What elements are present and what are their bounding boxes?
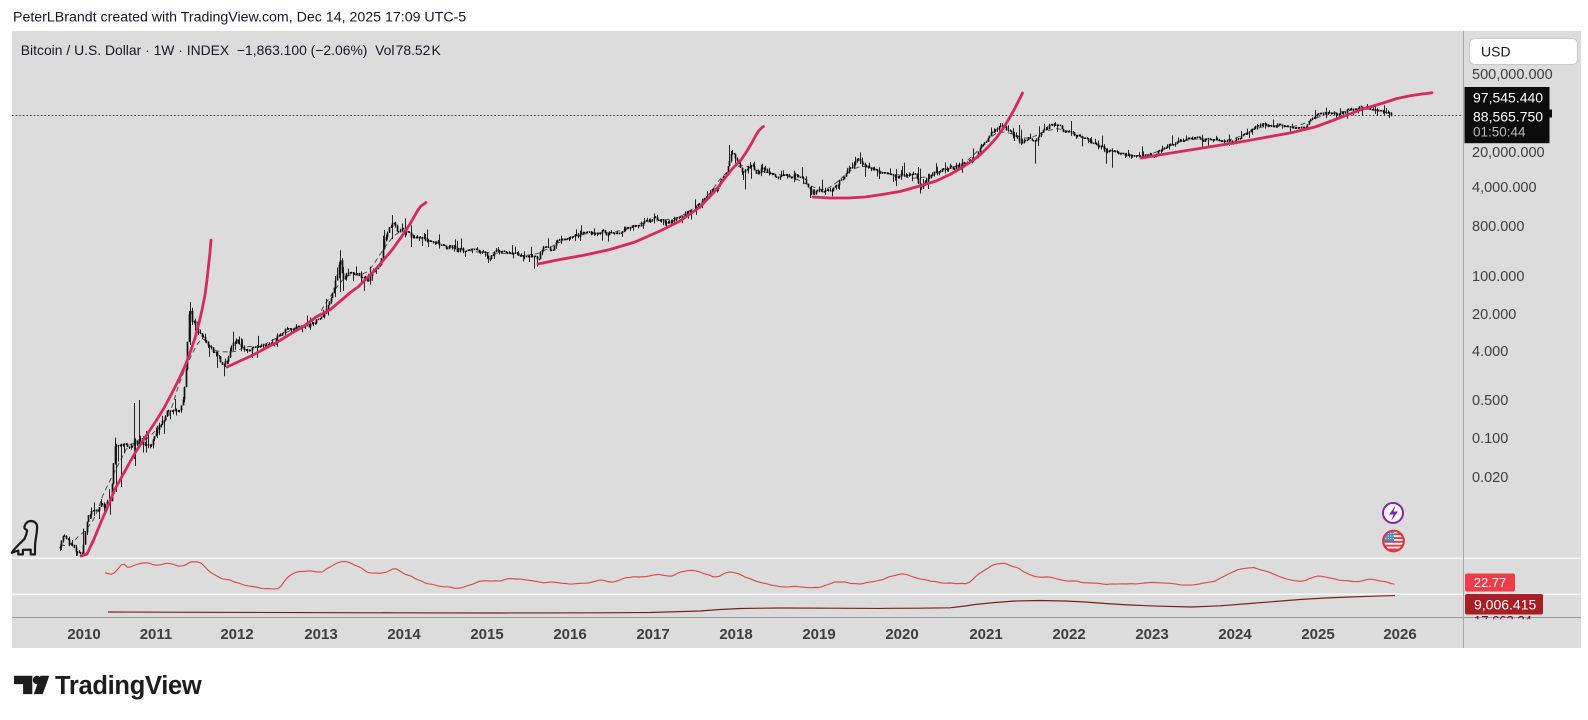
svg-text:2011: 2011 xyxy=(140,626,173,643)
svg-text:0.020: 0.020 xyxy=(1472,470,1508,486)
svg-text:4,000.000: 4,000.000 xyxy=(1472,180,1537,196)
svg-text:01:50:44: 01:50:44 xyxy=(1473,125,1526,140)
svg-text:20,000.000: 20,000.000 xyxy=(1472,145,1545,161)
svg-text:20.000: 20.000 xyxy=(1472,307,1516,323)
svg-text:800.000: 800.000 xyxy=(1472,219,1524,235)
svg-text:2018: 2018 xyxy=(719,626,752,643)
svg-text:2013: 2013 xyxy=(304,626,337,643)
svg-text:0.100: 0.100 xyxy=(1472,431,1508,447)
svg-text:2016: 2016 xyxy=(553,626,586,643)
svg-text:500,000.000: 500,000.000 xyxy=(1472,67,1553,83)
svg-text:2010: 2010 xyxy=(67,626,100,643)
svg-text:4.000: 4.000 xyxy=(1472,344,1508,360)
svg-text:TradingView: TradingView xyxy=(55,672,202,700)
svg-text:2012: 2012 xyxy=(220,626,253,643)
svg-text:0.500: 0.500 xyxy=(1472,393,1508,409)
svg-text:100.000: 100.000 xyxy=(1472,269,1524,285)
svg-text:2023: 2023 xyxy=(1135,626,1168,643)
svg-text:17,663.24: 17,663.24 xyxy=(1474,613,1532,628)
svg-text:USD: USD xyxy=(1481,44,1511,60)
svg-text:2017: 2017 xyxy=(636,626,669,643)
svg-text:PeterLBrandt created with Trad: PeterLBrandt created with TradingView.co… xyxy=(13,10,466,26)
svg-text:88,565.750: 88,565.750 xyxy=(1473,109,1543,125)
svg-text:2020: 2020 xyxy=(885,626,918,643)
svg-text:2025: 2025 xyxy=(1301,626,1334,643)
svg-text:2026: 2026 xyxy=(1383,626,1416,643)
svg-text:2022: 2022 xyxy=(1052,626,1085,643)
svg-text:2014: 2014 xyxy=(387,626,421,643)
svg-text:2024: 2024 xyxy=(1218,626,1252,643)
svg-text:22.77: 22.77 xyxy=(1474,575,1507,590)
svg-text:2019: 2019 xyxy=(802,626,835,643)
svg-text:2015: 2015 xyxy=(470,626,503,643)
svg-text:97,545.440: 97,545.440 xyxy=(1473,90,1543,106)
svg-text:2021: 2021 xyxy=(969,626,1002,643)
svg-text:9,006.415: 9,006.415 xyxy=(1474,597,1536,613)
svg-text:Bitcoin / U.S. Dollar · 1W · I: Bitcoin / U.S. Dollar · 1W · INDEX −1,86… xyxy=(21,42,442,58)
